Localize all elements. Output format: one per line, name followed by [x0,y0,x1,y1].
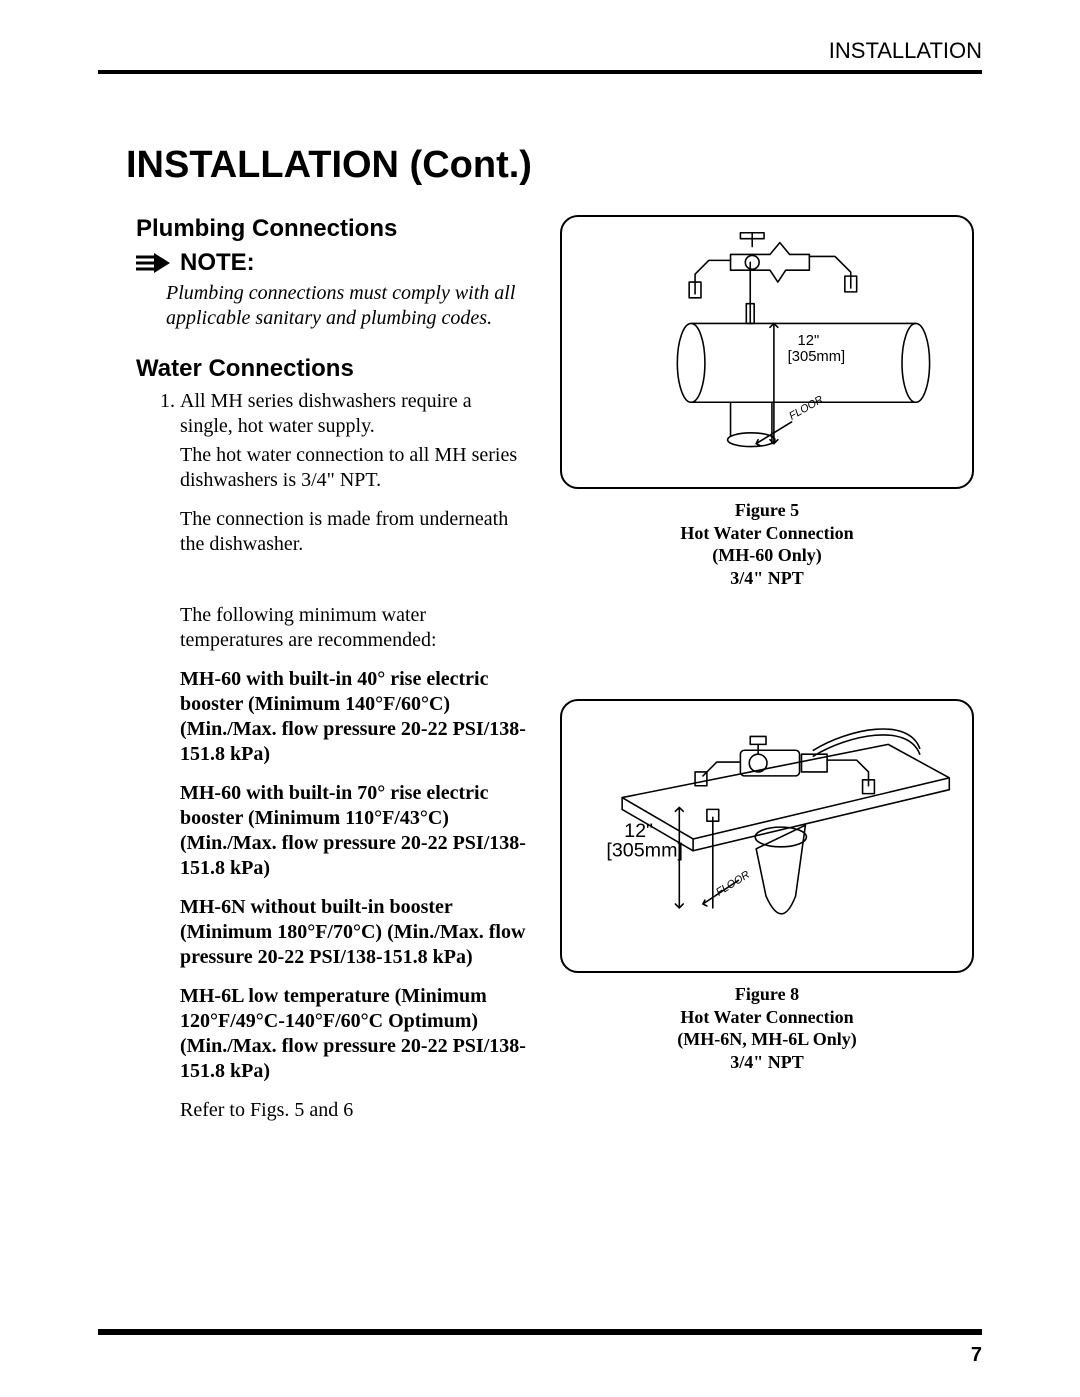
figure-5-svg: 12" [305mm] FLOOR [562,217,972,487]
rule-bottom [98,1329,982,1335]
caption-line: Hot Water Connection [560,1006,974,1029]
caption-line: Figure 8 [560,983,974,1006]
note-arrow-icon [136,252,170,274]
spec-mh6n: MH-6N without built-in booster (Minimum … [180,895,526,970]
spec-mh60-70: MH-60 with built-in 70° rise electric bo… [180,781,526,881]
list-item: All MH series dishwashers require a sing… [180,389,526,1123]
figure-5: 12" [305mm] FLOOR [560,215,974,489]
fig5-dim-in: 12" [798,333,820,349]
caption-line: 3/4" NPT [560,567,974,590]
figure-5-block: 12" [305mm] FLOOR Figure 5 Hot Water Con… [560,215,974,589]
note-row: NOTE: [136,249,526,277]
figure-5-caption: Figure 5 Hot Water Connection (MH-60 Onl… [560,499,974,589]
page-number: 7 [971,1344,982,1367]
fig8-floor: FLOOR [714,869,752,899]
fig5-floor: FLOOR [787,393,825,422]
water-heading: Water Connections [136,355,526,383]
step-text: The connection is made from underneath t… [180,507,526,557]
caption-line: (MH-60 Only) [560,544,974,567]
figure-8: 12" [305mm] FLOOR [560,699,974,973]
step-text: All MH series dishwashers require a sing… [180,389,526,439]
fig8-dim-in: 12" [624,820,653,842]
water-steps: All MH series dishwashers require a sing… [180,389,526,1123]
spec-mh60-40: MH-60 with built-in 40° rise electric bo… [180,667,526,767]
fig5-dim-mm: [305mm] [788,349,845,365]
refer-text: Refer to Figs. 5 and 6 [180,1098,526,1123]
temps-intro: The following minimum water temperatures… [180,603,526,653]
page-title: INSTALLATION (Cont.) [126,144,982,187]
caption-line: Hot Water Connection [560,522,974,545]
caption-line: Figure 5 [560,499,974,522]
fig8-dim-mm: [305mm] [606,840,683,862]
caption-line: 3/4" NPT [560,1051,974,1074]
rule-top [98,70,982,74]
caption-line: (MH-6N, MH-6L Only) [560,1028,974,1051]
plumbing-heading: Plumbing Connections [136,215,526,243]
figure-8-svg: 12" [305mm] FLOOR [562,701,972,971]
content-columns: Plumbing Connections NOTE: Plumbing conn… [136,215,982,1137]
left-column: Plumbing Connections NOTE: Plumbing conn… [136,215,526,1137]
figure-8-caption: Figure 8 Hot Water Connection (MH-6N, MH… [560,983,974,1073]
spec-mh6l: MH-6L low temperature (Minimum 120°F/49°… [180,984,526,1084]
step-text: The hot water connection to all MH serie… [180,443,526,493]
note-body: Plumbing connections must comply with al… [166,281,526,331]
page: INSTALLATION INSTALLATION (Cont.) Plumbi… [0,0,1080,1397]
running-head: INSTALLATION [98,38,982,70]
right-column: 12" [305mm] FLOOR Figure 5 Hot Water Con… [560,215,974,1137]
figure-8-block: 12" [305mm] FLOOR Figure 8 Hot Water Con… [560,699,974,1073]
note-label: NOTE: [180,249,255,277]
